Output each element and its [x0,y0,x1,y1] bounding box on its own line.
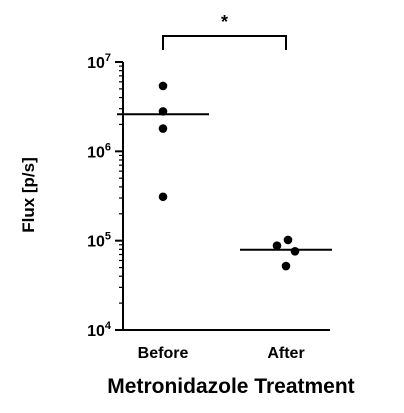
x-tick-labels: Before After [138,345,305,362]
y-tick-label-exponent: 5 [105,231,111,243]
axes [122,62,330,331]
median-lines [117,113,332,251]
y-tick-label: 107 [87,52,111,72]
y-tick-label-base: 10 [87,323,105,340]
significance-marker: * [221,12,228,32]
data-point [158,192,168,202]
data-point [283,235,293,245]
x-tick-label: After [267,345,304,362]
significance-annotation: * [162,12,287,50]
y-tick-label: 105 [87,231,111,251]
data-point [158,124,168,133]
y-tick-label-base: 10 [87,144,105,161]
y-tick-label-exponent: 6 [105,141,111,153]
data-points [158,81,300,271]
y-tick-label-base: 10 [87,234,105,251]
y-tick-label-exponent: 7 [105,52,111,64]
y-tick-label-exponent: 4 [105,320,112,332]
data-point [290,247,300,256]
x-axis-label: Metronidazole Treatment [107,375,354,398]
y-tick-label: 104 [87,320,112,340]
y-axis-label: Flux [p/s] [19,157,38,233]
data-point [158,81,168,91]
significance-bracket [162,35,287,50]
data-point [272,241,282,250]
y-tick-label: 106 [87,141,111,161]
x-tick-label: Before [138,345,189,362]
y-tick-label-base: 10 [87,55,105,72]
data-point [281,261,291,271]
